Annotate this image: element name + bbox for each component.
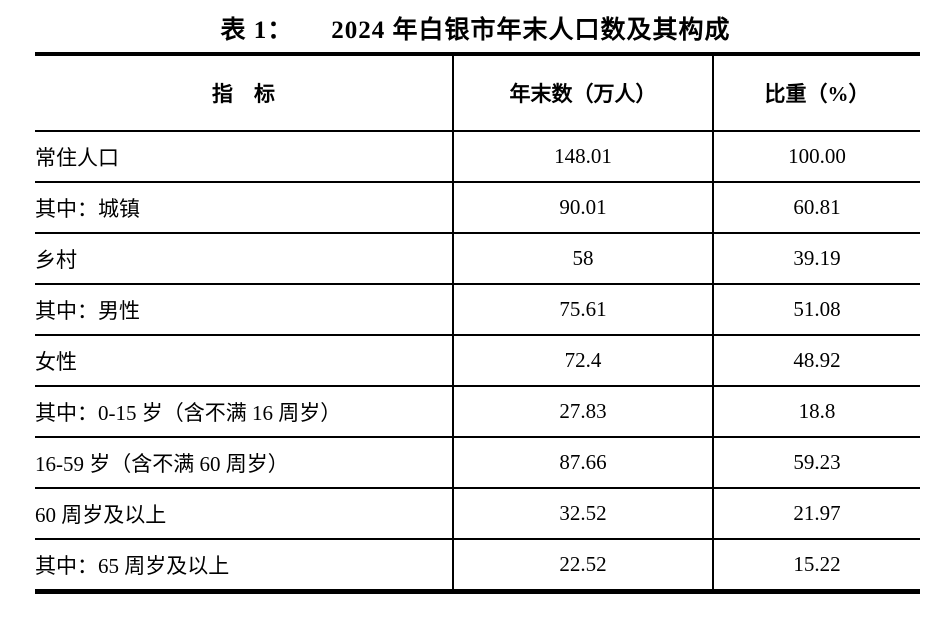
table-number-label: 表 1：: [220, 17, 294, 44]
table-row: 常住人口 148.01 100.00: [35, 131, 920, 182]
cell-yearend-value: 58: [453, 233, 714, 284]
cell-yearend-value: 32.52: [453, 488, 714, 539]
col-header-share: 比重（%）: [764, 82, 870, 106]
row-label: 16-59 岁（含不满 60 周岁）: [35, 437, 454, 488]
cell-share-value: 39.19: [793, 246, 841, 270]
cell-yearend-value: 87.66: [453, 437, 714, 488]
cell-share-value: 100.00: [788, 144, 846, 168]
cell-yearend-value: 72.4: [453, 335, 714, 386]
cell-share-value: 15.22: [793, 552, 841, 576]
cell-share-value: 51.08: [793, 297, 841, 321]
table-row: 其中：65 周岁及以上 22.52 15.22: [35, 539, 920, 592]
row-label: 常住人口: [35, 131, 454, 182]
cell-share-value: 48.92: [793, 348, 841, 372]
cell-share-value: 59.23: [793, 450, 841, 474]
row-label: 60 周岁及以上: [35, 488, 454, 539]
row-label: 女性: [35, 335, 454, 386]
cell-yearend-value: 148.01: [453, 131, 714, 182]
col-header-yearend-count: 年末数（万人）: [453, 54, 714, 131]
cell-share-value: 18.8: [798, 399, 836, 423]
row-label: 其中：城镇: [35, 182, 454, 233]
cell-yearend-value: 90.01: [453, 182, 714, 233]
table-row: 60 周岁及以上 32.52 21.97: [35, 488, 920, 539]
table-row: 乡村 58 39.19: [35, 233, 920, 284]
table-row: 其中：0-15 岁（含不满 16 周岁） 27.83 18.8: [35, 386, 920, 437]
header-row: 指 标 年末数（万人） 比重（%）: [35, 54, 920, 131]
cell-yearend-value: 22.52: [453, 539, 714, 592]
cell-share-value: 60.81: [793, 195, 841, 219]
table-row: 女性 72.4 48.92: [35, 335, 920, 386]
cell-yearend-value: 27.83: [453, 386, 714, 437]
page-title: 表 1： 2024 年白银市年末人口数及其构成: [0, 0, 951, 52]
row-label: 其中：65 周岁及以上: [35, 539, 454, 592]
col-header-indicator: 指 标: [35, 54, 454, 131]
cell-share-value: 21.97: [793, 501, 841, 525]
row-label: 其中：0-15 岁（含不满 16 周岁）: [35, 386, 454, 437]
table-row: 其中：城镇 90.01 60.81: [35, 182, 920, 233]
table-row: 其中：男性 75.61 51.08: [35, 284, 920, 335]
row-label: 乡村: [35, 233, 454, 284]
table-row: 16-59 岁（含不满 60 周岁） 87.66 59.23: [35, 437, 920, 488]
row-label: 其中：男性: [35, 284, 454, 335]
cell-yearend-value: 75.61: [453, 284, 714, 335]
table-title-text: 2024 年白银市年末人口数及其构成: [331, 17, 731, 44]
population-table: 指 标 年末数（万人） 比重（%） 常住人口 148.01 100.00 其中：…: [35, 52, 920, 594]
